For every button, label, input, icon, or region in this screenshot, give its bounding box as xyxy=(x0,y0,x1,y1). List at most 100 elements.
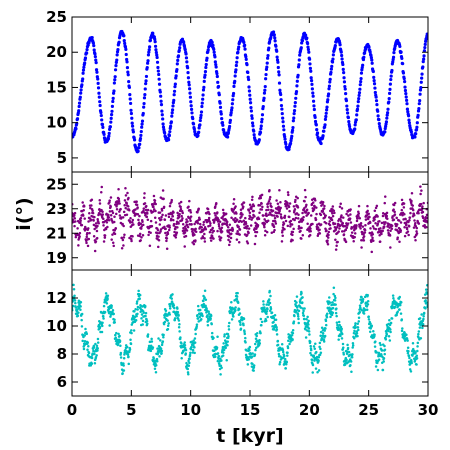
point xyxy=(94,61,98,65)
point xyxy=(398,219,401,222)
point xyxy=(243,47,247,51)
point xyxy=(231,210,235,213)
point xyxy=(73,294,76,298)
point xyxy=(235,212,238,215)
point xyxy=(146,61,150,65)
point xyxy=(266,56,270,60)
point xyxy=(125,66,130,70)
point xyxy=(319,223,323,226)
point xyxy=(323,117,328,121)
point xyxy=(138,142,142,146)
point xyxy=(189,100,193,104)
point xyxy=(330,313,334,317)
point xyxy=(393,201,397,205)
point xyxy=(355,332,359,335)
point xyxy=(90,198,94,202)
point xyxy=(324,111,328,115)
point xyxy=(217,354,221,358)
point xyxy=(374,227,378,231)
point xyxy=(109,116,113,120)
point xyxy=(395,216,398,220)
point xyxy=(207,216,211,220)
point xyxy=(292,320,296,323)
point xyxy=(315,127,319,132)
point xyxy=(220,226,224,230)
point xyxy=(228,118,232,122)
point xyxy=(359,227,362,230)
point xyxy=(239,208,243,212)
point xyxy=(97,211,101,215)
point xyxy=(404,92,408,96)
point xyxy=(163,218,167,222)
point xyxy=(311,94,315,98)
point xyxy=(270,205,273,209)
point xyxy=(203,289,207,292)
point xyxy=(413,213,416,217)
point xyxy=(274,222,278,225)
point xyxy=(414,239,417,242)
point xyxy=(201,97,205,101)
point xyxy=(73,211,77,215)
point xyxy=(95,229,99,233)
point xyxy=(288,215,291,219)
point xyxy=(247,209,251,212)
point xyxy=(178,322,181,326)
y-tick-label: 8 xyxy=(57,345,67,363)
point xyxy=(337,338,340,341)
point xyxy=(151,31,155,35)
point xyxy=(173,82,177,86)
point xyxy=(293,208,297,211)
point xyxy=(263,88,267,92)
point xyxy=(154,363,158,367)
point xyxy=(230,102,234,106)
point xyxy=(370,324,374,328)
point xyxy=(345,107,349,112)
point xyxy=(135,203,139,207)
point xyxy=(228,124,232,129)
point xyxy=(243,43,247,47)
point xyxy=(81,68,86,72)
point xyxy=(280,216,283,220)
point xyxy=(204,227,208,231)
point xyxy=(267,298,271,301)
point xyxy=(180,356,183,360)
point xyxy=(407,233,410,237)
point xyxy=(209,222,212,225)
point xyxy=(251,124,255,128)
point xyxy=(176,310,180,314)
point xyxy=(423,42,427,46)
point xyxy=(114,203,117,206)
point xyxy=(381,229,384,233)
point xyxy=(422,201,425,205)
point xyxy=(263,222,267,226)
x-tick-label: 25 xyxy=(358,401,379,419)
point xyxy=(111,96,115,100)
point xyxy=(337,230,340,233)
point xyxy=(254,348,257,352)
y-tick-label: 10 xyxy=(46,317,67,335)
point xyxy=(287,193,290,197)
point xyxy=(342,71,346,75)
point xyxy=(242,219,246,222)
point xyxy=(96,81,100,85)
point xyxy=(101,321,104,325)
point xyxy=(148,38,153,42)
point xyxy=(165,237,169,240)
point xyxy=(142,96,147,100)
point xyxy=(262,91,267,95)
point xyxy=(250,121,255,125)
point xyxy=(425,213,428,217)
point xyxy=(297,317,300,321)
point xyxy=(323,123,327,127)
point xyxy=(196,304,200,308)
point xyxy=(152,205,155,209)
point xyxy=(407,350,410,353)
point xyxy=(309,227,312,230)
point xyxy=(250,355,254,358)
series-middle xyxy=(72,185,428,254)
point xyxy=(314,199,317,202)
point xyxy=(378,341,382,345)
point xyxy=(181,217,184,220)
point xyxy=(260,202,263,205)
point xyxy=(136,312,139,316)
